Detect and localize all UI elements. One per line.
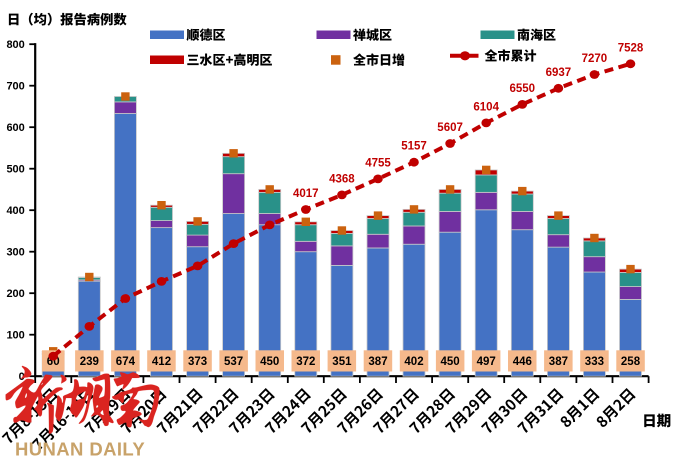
svg-text:500: 500 [6, 164, 24, 176]
svg-text:387: 387 [549, 356, 568, 368]
svg-text:258: 258 [621, 356, 641, 368]
svg-text:300: 300 [6, 247, 24, 259]
svg-text:450: 450 [260, 356, 279, 368]
svg-text:600: 600 [6, 122, 24, 134]
svg-text:412: 412 [152, 356, 171, 368]
svg-text:450: 450 [441, 356, 460, 368]
svg-text:6550: 6550 [510, 83, 536, 95]
svg-text:402: 402 [404, 356, 423, 368]
svg-text:4368: 4368 [329, 173, 355, 185]
svg-text:6937: 6937 [546, 67, 572, 79]
svg-text:446: 446 [513, 356, 532, 368]
svg-text:4017: 4017 [293, 188, 319, 200]
svg-text:800: 800 [6, 39, 24, 51]
svg-text:HUNAN DAILY: HUNAN DAILY [15, 439, 145, 457]
svg-text:7528: 7528 [618, 42, 644, 54]
svg-text:5607: 5607 [437, 122, 463, 134]
svg-text:239: 239 [80, 356, 99, 368]
svg-text:6104: 6104 [473, 101, 499, 113]
svg-text:373: 373 [188, 356, 207, 368]
svg-text:5157: 5157 [401, 141, 427, 153]
svg-text:387: 387 [368, 356, 387, 368]
svg-text:400: 400 [6, 205, 24, 217]
svg-text:100: 100 [6, 330, 24, 342]
svg-text:200: 200 [6, 288, 24, 300]
svg-text:7270: 7270 [582, 53, 608, 65]
svg-text:700: 700 [6, 81, 24, 93]
svg-text:0: 0 [19, 371, 25, 383]
svg-text:333: 333 [585, 356, 604, 368]
svg-text:497: 497 [477, 356, 496, 368]
svg-text:372: 372 [296, 356, 315, 368]
svg-text:537: 537 [224, 356, 243, 368]
svg-text:674: 674 [116, 356, 136, 368]
svg-text:351: 351 [332, 356, 352, 368]
svg-text:4755: 4755 [365, 157, 391, 169]
